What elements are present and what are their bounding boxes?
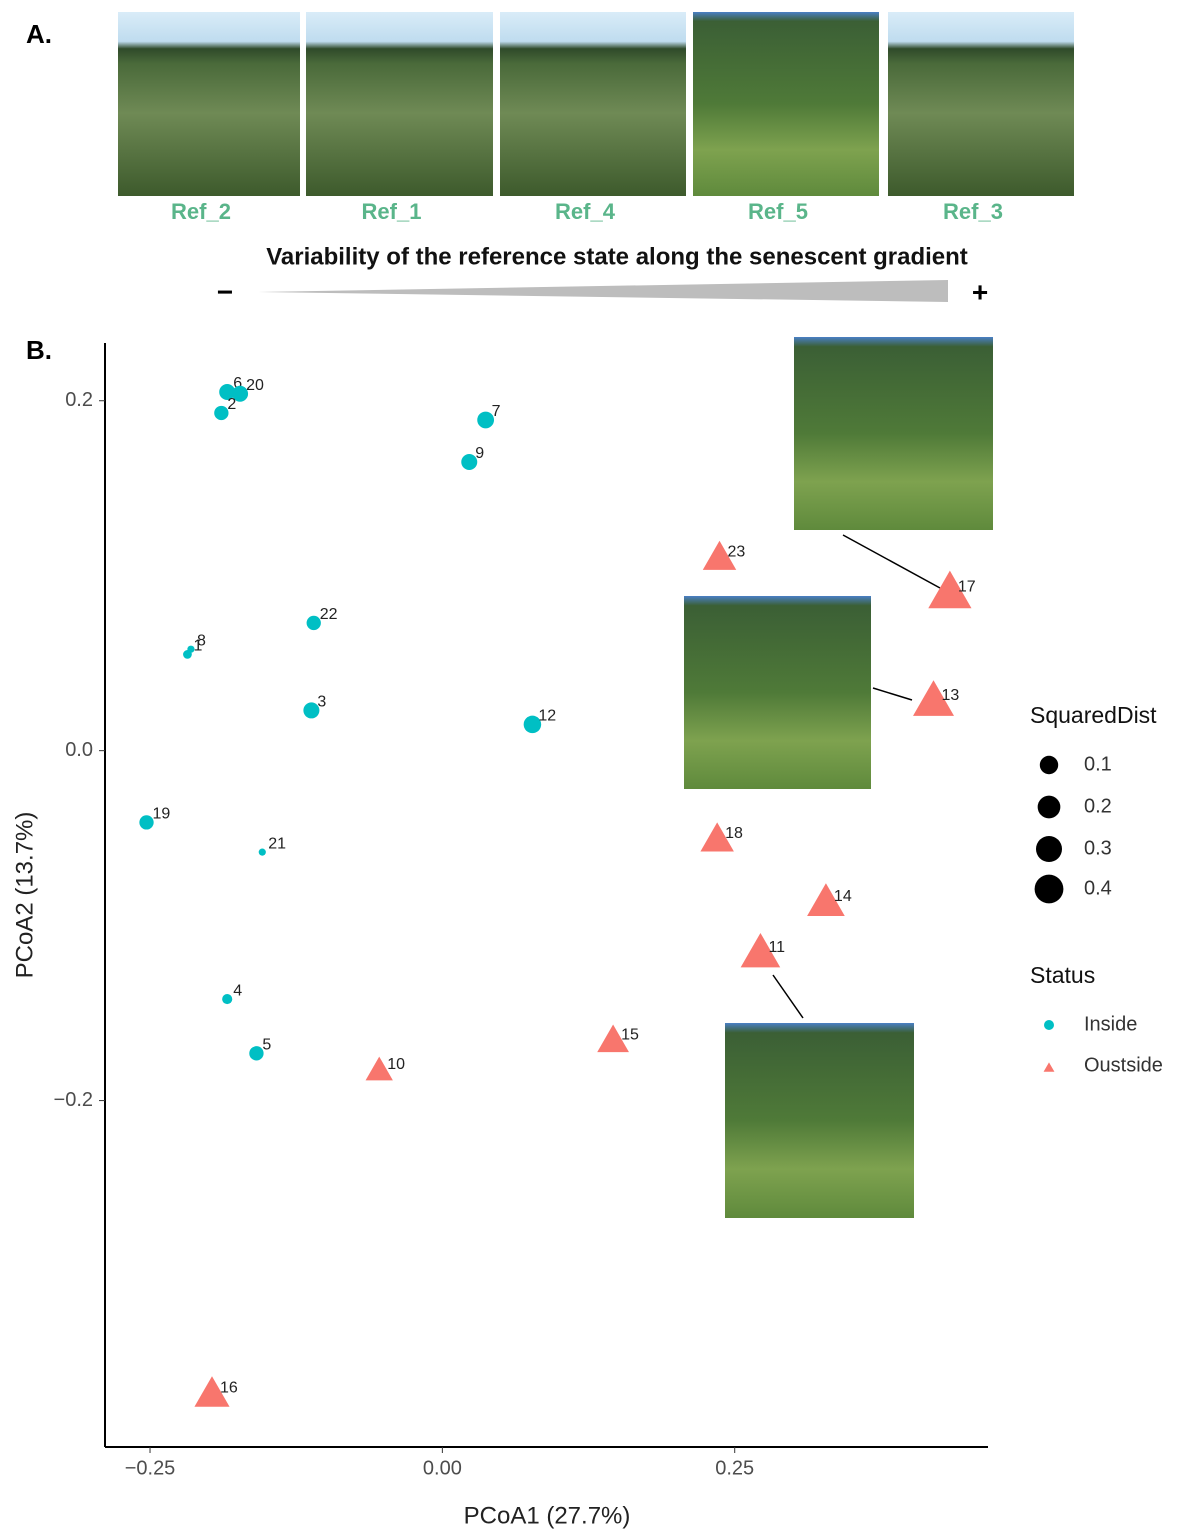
size-legend-key bbox=[1039, 755, 1059, 775]
x-tick-label: −0.25 bbox=[125, 1457, 176, 1479]
point-label: 3 bbox=[317, 694, 326, 711]
point-label: 9 bbox=[475, 445, 484, 462]
y-tick-label: 0.0 bbox=[65, 739, 93, 761]
y-tick-label: 0.2 bbox=[65, 389, 93, 411]
point-label: 4 bbox=[233, 982, 242, 999]
point bbox=[461, 453, 478, 470]
inset-photo bbox=[725, 1023, 914, 1218]
point-label: 17 bbox=[958, 578, 976, 595]
point bbox=[913, 680, 954, 716]
photo-label: Ref_2 bbox=[171, 199, 231, 224]
point-label: 20 bbox=[246, 377, 264, 394]
x-tick-label: 0.00 bbox=[423, 1457, 462, 1479]
point-label: 1 bbox=[193, 638, 202, 655]
point-label: 18 bbox=[725, 825, 743, 842]
x-tick-label: 0.25 bbox=[715, 1457, 754, 1479]
y-axis-title: PCoA2 (13.7%) bbox=[11, 812, 38, 979]
point bbox=[232, 385, 249, 402]
size-legend-key bbox=[1035, 835, 1063, 863]
point bbox=[214, 405, 229, 421]
point-label: 14 bbox=[834, 888, 852, 905]
gradient-minus: − bbox=[217, 276, 233, 307]
point bbox=[249, 1046, 264, 1061]
point-label: 23 bbox=[728, 543, 746, 560]
legend-key bbox=[1044, 1020, 1054, 1030]
point bbox=[258, 848, 266, 856]
point-label: 22 bbox=[320, 606, 338, 623]
point bbox=[597, 1024, 629, 1053]
inset-photo bbox=[794, 337, 993, 530]
point-label: 7 bbox=[492, 403, 501, 420]
point-label: 10 bbox=[387, 1056, 405, 1073]
size-legend-label: 0.1 bbox=[1084, 753, 1112, 775]
size-legend-key bbox=[1037, 795, 1061, 819]
point bbox=[702, 540, 737, 570]
inset-photo bbox=[684, 596, 871, 789]
size-legend-label: 0.2 bbox=[1084, 795, 1112, 817]
photo-label: Ref_4 bbox=[555, 199, 616, 224]
gradient-plus: + bbox=[972, 276, 988, 307]
connector bbox=[772, 974, 804, 1019]
size-legend-key bbox=[1034, 874, 1064, 904]
point bbox=[187, 645, 195, 653]
photo bbox=[306, 12, 493, 196]
point bbox=[194, 1376, 230, 1407]
point-label: 21 bbox=[268, 835, 286, 852]
point bbox=[139, 815, 154, 830]
legend-label: Inside bbox=[1084, 1013, 1137, 1035]
point bbox=[740, 932, 781, 968]
gradient-wedge bbox=[258, 280, 948, 302]
point-label: 12 bbox=[538, 708, 556, 725]
point bbox=[523, 715, 542, 734]
panel-label: B. bbox=[26, 335, 52, 365]
photo bbox=[500, 12, 686, 196]
point-label: 11 bbox=[768, 939, 785, 956]
panel-label: A. bbox=[26, 19, 52, 49]
size-legend-title: SquaredDist bbox=[1030, 702, 1157, 728]
legend-key bbox=[1043, 1062, 1055, 1072]
point-label: 2 bbox=[227, 396, 236, 413]
y-tick-label: −0.2 bbox=[54, 1089, 93, 1111]
photo-label: Ref_1 bbox=[362, 199, 422, 224]
point bbox=[219, 383, 236, 400]
point bbox=[928, 570, 972, 609]
point-label: 13 bbox=[942, 687, 960, 704]
point-label: 19 bbox=[153, 806, 171, 823]
point bbox=[222, 994, 233, 1005]
point-label: 16 bbox=[220, 1380, 238, 1397]
point bbox=[700, 822, 734, 852]
point bbox=[303, 702, 320, 719]
photo bbox=[888, 12, 1074, 196]
connector bbox=[842, 534, 941, 589]
photo-label: Ref_3 bbox=[943, 199, 1003, 224]
gradient-title: Variability of the reference state along… bbox=[266, 243, 968, 270]
x-axis-title: PCoA1 (27.7%) bbox=[464, 1502, 631, 1529]
size-legend-label: 0.4 bbox=[1084, 877, 1112, 899]
point-label: 8 bbox=[197, 632, 206, 649]
photo bbox=[693, 12, 879, 196]
size-legend-label: 0.3 bbox=[1084, 837, 1112, 859]
photo bbox=[118, 12, 300, 196]
legend-title: Status bbox=[1030, 962, 1095, 988]
point-label: 5 bbox=[262, 1037, 271, 1054]
point bbox=[477, 411, 495, 429]
photo-label: Ref_5 bbox=[748, 199, 808, 224]
point bbox=[365, 1056, 393, 1081]
connector bbox=[872, 687, 913, 701]
point-label: 6 bbox=[233, 375, 242, 392]
legend-label: Oustside bbox=[1084, 1054, 1163, 1076]
point bbox=[306, 615, 321, 631]
point-label: 15 bbox=[621, 1026, 639, 1043]
point bbox=[807, 883, 845, 916]
